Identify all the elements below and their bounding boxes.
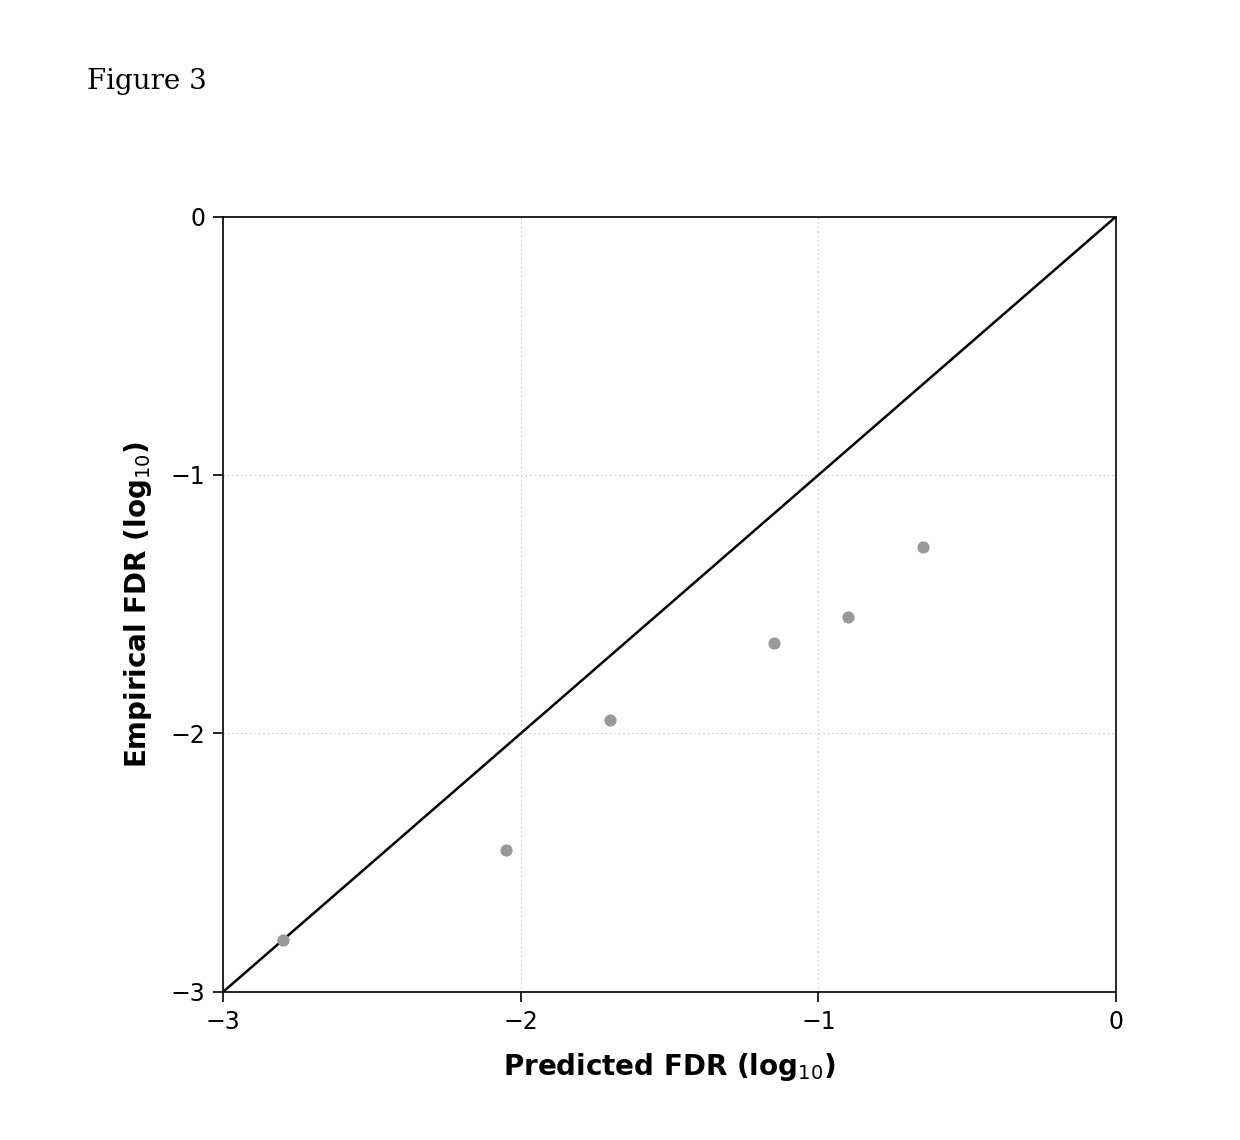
Text: Figure 3: Figure 3: [87, 68, 207, 96]
Point: [764, 634, 784, 652]
Point: [600, 711, 620, 730]
Point: [496, 840, 516, 858]
Point: [838, 608, 858, 626]
Point: [273, 931, 293, 950]
Point: [913, 538, 932, 556]
X-axis label: Predicted FDR (log$_{10}$): Predicted FDR (log$_{10}$): [503, 1051, 836, 1083]
Y-axis label: Empirical FDR (log$_{10}$): Empirical FDR (log$_{10}$): [122, 441, 154, 767]
